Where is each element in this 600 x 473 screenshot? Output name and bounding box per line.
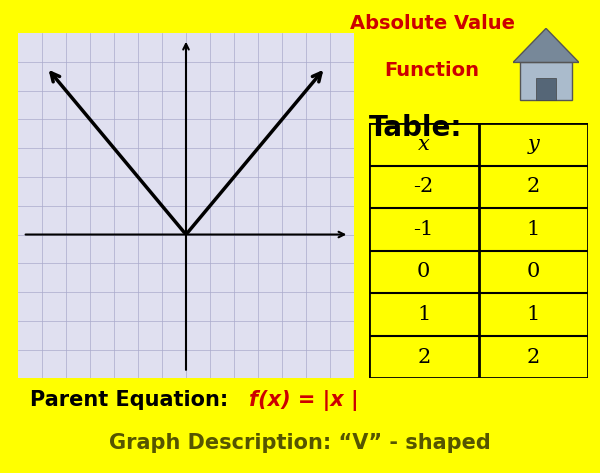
Bar [536,78,556,100]
Text: 2: 2 [417,348,430,367]
Text: y: y [527,135,539,154]
Text: Function: Function [385,61,479,80]
Bar [520,62,572,100]
Text: 1: 1 [527,305,540,324]
Text: Table:: Table: [369,114,463,141]
Text: 1: 1 [527,220,540,239]
Text: f(x) = |x |: f(x) = |x | [249,390,359,411]
Text: x: x [418,135,430,154]
Text: 2: 2 [527,177,540,196]
Text: Parent Equation:: Parent Equation: [30,390,243,410]
Text: 0: 0 [527,263,540,281]
Text: 2: 2 [527,348,540,367]
Text: Graph Description: “V” - shaped: Graph Description: “V” - shaped [109,433,491,453]
Text: -2: -2 [413,177,434,196]
Text: 0: 0 [417,263,430,281]
Text: -1: -1 [413,220,434,239]
Polygon shape [513,28,579,62]
Text: 1: 1 [417,305,430,324]
Text: Absolute Value: Absolute Value [349,14,515,33]
